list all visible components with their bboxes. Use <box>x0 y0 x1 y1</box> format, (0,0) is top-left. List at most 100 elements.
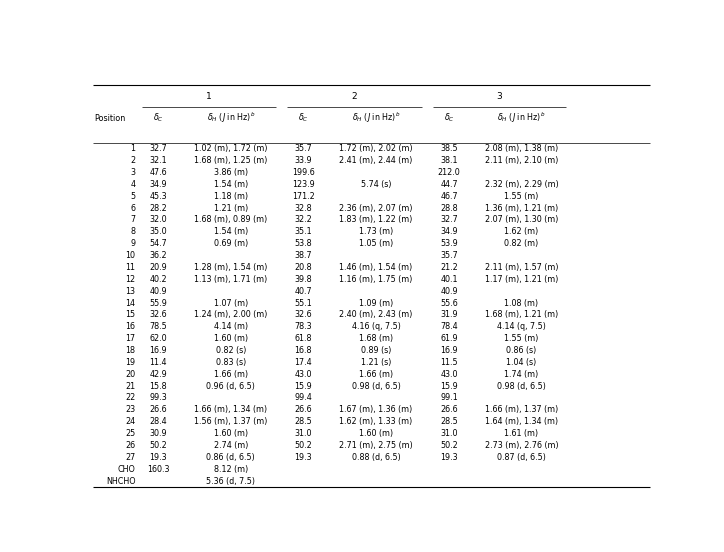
Text: 0.89 (s): 0.89 (s) <box>361 346 391 355</box>
Text: 35.7: 35.7 <box>294 144 312 153</box>
Text: 33.9: 33.9 <box>295 156 312 165</box>
Text: 21: 21 <box>125 381 135 391</box>
Text: 13: 13 <box>125 286 135 296</box>
Text: 32.8: 32.8 <box>295 204 312 213</box>
Text: 3: 3 <box>130 168 135 177</box>
Text: 50.2: 50.2 <box>294 441 312 450</box>
Text: 99.3: 99.3 <box>150 394 167 402</box>
Text: 16.8: 16.8 <box>295 346 312 355</box>
Text: 19.3: 19.3 <box>295 453 312 462</box>
Text: 35.7: 35.7 <box>440 251 458 260</box>
Text: 53.8: 53.8 <box>295 239 312 248</box>
Text: 26: 26 <box>125 441 135 450</box>
Text: 4.14 (q, 7.5): 4.14 (q, 7.5) <box>497 322 546 331</box>
Text: 31.0: 31.0 <box>295 429 312 438</box>
Text: 8.12 (m): 8.12 (m) <box>214 465 248 474</box>
Text: 16.9: 16.9 <box>440 346 458 355</box>
Text: 25: 25 <box>125 429 135 438</box>
Text: $\delta_C$: $\delta_C$ <box>444 112 455 124</box>
Text: 26.6: 26.6 <box>440 405 458 415</box>
Text: 28.8: 28.8 <box>440 204 458 213</box>
Text: 1.73 (m): 1.73 (m) <box>359 227 393 236</box>
Text: 62.0: 62.0 <box>150 334 167 343</box>
Text: 10: 10 <box>125 251 135 260</box>
Text: 1.74 (m): 1.74 (m) <box>505 370 539 379</box>
Text: 1.60 (m): 1.60 (m) <box>214 429 248 438</box>
Text: 1.02 (m), 1.72 (m): 1.02 (m), 1.72 (m) <box>194 144 268 153</box>
Text: 43.0: 43.0 <box>440 370 458 379</box>
Text: 15.9: 15.9 <box>440 381 458 391</box>
Text: 1.24 (m), 2.00 (m): 1.24 (m), 2.00 (m) <box>194 310 267 320</box>
Text: 50.2: 50.2 <box>150 441 167 450</box>
Text: 2.11 (m), 1.57 (m): 2.11 (m), 1.57 (m) <box>484 263 558 272</box>
Text: 1.72 (m), 2.02 (m): 1.72 (m), 2.02 (m) <box>340 144 413 153</box>
Text: 14: 14 <box>125 299 135 307</box>
Text: 18: 18 <box>125 346 135 355</box>
Text: 1.21 (s): 1.21 (s) <box>361 358 391 367</box>
Text: 78.5: 78.5 <box>150 322 167 331</box>
Text: 99.4: 99.4 <box>294 394 312 402</box>
Text: 19: 19 <box>125 358 135 367</box>
Text: 1.68 (m), 0.89 (m): 1.68 (m), 0.89 (m) <box>194 215 267 225</box>
Text: 1.28 (m), 1.54 (m): 1.28 (m), 1.54 (m) <box>194 263 267 272</box>
Text: 1.16 (m), 1.75 (m): 1.16 (m), 1.75 (m) <box>340 275 413 284</box>
Text: $\delta_H$ ($J$ in Hz)$^b$: $\delta_H$ ($J$ in Hz)$^b$ <box>497 111 546 125</box>
Text: 30.9: 30.9 <box>150 429 167 438</box>
Text: 24: 24 <box>125 417 135 426</box>
Text: 53.9: 53.9 <box>440 239 458 248</box>
Text: 1.04 (s): 1.04 (s) <box>506 358 536 367</box>
Text: 21.2: 21.2 <box>440 263 458 272</box>
Text: 16.9: 16.9 <box>150 346 167 355</box>
Text: 61.9: 61.9 <box>440 334 458 343</box>
Text: 22: 22 <box>125 394 135 402</box>
Text: 1: 1 <box>130 144 135 153</box>
Text: 19.3: 19.3 <box>150 453 167 462</box>
Text: 1.08 (m): 1.08 (m) <box>505 299 539 307</box>
Text: 36.2: 36.2 <box>150 251 167 260</box>
Text: 212.0: 212.0 <box>438 168 460 177</box>
Text: 9: 9 <box>130 239 135 248</box>
Text: 42.9: 42.9 <box>150 370 167 379</box>
Text: 3: 3 <box>497 92 502 101</box>
Text: 1.56 (m), 1.37 (m): 1.56 (m), 1.37 (m) <box>194 417 267 426</box>
Text: 32.6: 32.6 <box>295 310 312 320</box>
Text: 1.17 (m), 1.21 (m): 1.17 (m), 1.21 (m) <box>485 275 558 284</box>
Text: 32.0: 32.0 <box>150 215 167 225</box>
Text: 2.73 (m), 2.76 (m): 2.73 (m), 2.76 (m) <box>484 441 558 450</box>
Text: 2.74 (m): 2.74 (m) <box>214 441 248 450</box>
Text: 1.66 (m): 1.66 (m) <box>359 370 393 379</box>
Text: 39.8: 39.8 <box>295 275 312 284</box>
Text: 0.86 (d, 6.5): 0.86 (d, 6.5) <box>206 453 255 462</box>
Text: 45.3: 45.3 <box>150 192 167 201</box>
Text: 0.86 (s): 0.86 (s) <box>506 346 536 355</box>
Text: 1.68 (m), 1.21 (m): 1.68 (m), 1.21 (m) <box>485 310 558 320</box>
Text: 46.7: 46.7 <box>440 192 458 201</box>
Text: 0.96 (d, 6.5): 0.96 (d, 6.5) <box>206 381 256 391</box>
Text: 2.32 (m), 2.29 (m): 2.32 (m), 2.29 (m) <box>484 180 558 189</box>
Text: 0.87 (d, 6.5): 0.87 (d, 6.5) <box>497 453 546 462</box>
Text: 38.1: 38.1 <box>440 156 458 165</box>
Text: 99.1: 99.1 <box>440 394 458 402</box>
Text: 5.36 (d, 7.5): 5.36 (d, 7.5) <box>206 476 256 486</box>
Text: 1.46 (m), 1.54 (m): 1.46 (m), 1.54 (m) <box>340 263 413 272</box>
Text: 44.7: 44.7 <box>440 180 458 189</box>
Text: 4.14 (m): 4.14 (m) <box>214 322 248 331</box>
Text: 1.60 (m): 1.60 (m) <box>359 429 393 438</box>
Text: 40.7: 40.7 <box>295 286 312 296</box>
Text: 2.08 (m), 1.38 (m): 2.08 (m), 1.38 (m) <box>485 144 558 153</box>
Text: 0.82 (m): 0.82 (m) <box>505 239 539 248</box>
Text: 7: 7 <box>130 215 135 225</box>
Text: 54.7: 54.7 <box>150 239 167 248</box>
Text: 2.41 (m), 2.44 (m): 2.41 (m), 2.44 (m) <box>340 156 413 165</box>
Text: 1.36 (m), 1.21 (m): 1.36 (m), 1.21 (m) <box>485 204 558 213</box>
Text: 20.9: 20.9 <box>150 263 167 272</box>
Text: 6: 6 <box>130 204 135 213</box>
Text: 38.7: 38.7 <box>295 251 312 260</box>
Text: 1.07 (m): 1.07 (m) <box>214 299 248 307</box>
Text: 1.54 (m): 1.54 (m) <box>214 227 248 236</box>
Text: 1.66 (m): 1.66 (m) <box>214 370 248 379</box>
Text: 28.5: 28.5 <box>440 417 458 426</box>
Text: 1.18 (m): 1.18 (m) <box>214 192 248 201</box>
Text: 123.9: 123.9 <box>292 180 314 189</box>
Text: 55.1: 55.1 <box>294 299 312 307</box>
